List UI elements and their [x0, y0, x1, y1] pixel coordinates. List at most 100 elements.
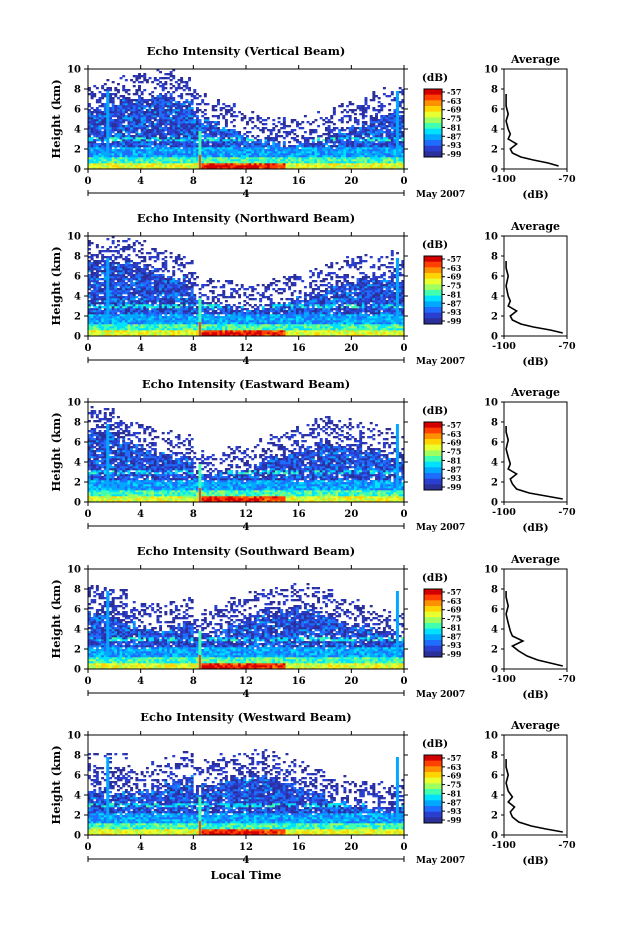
heatmap-cell	[91, 137, 94, 139]
heatmap-cell	[167, 147, 170, 149]
heatmap-cell	[135, 290, 138, 292]
heatmap-cell	[201, 145, 204, 147]
heatmap-cell	[133, 322, 136, 324]
heatmap-cell	[317, 147, 320, 149]
heatmap-cell	[112, 330, 115, 332]
heatmap-cell	[135, 324, 138, 326]
heatmap-cell	[138, 119, 141, 121]
colorbar-swatch	[424, 140, 442, 146]
heatmap-cell	[138, 151, 141, 153]
heatmap-cell	[96, 272, 99, 274]
heatmap-cell	[249, 157, 252, 159]
heatmap-cell	[191, 127, 194, 129]
heatmap-cell	[162, 280, 165, 282]
heatmap-cell	[133, 242, 136, 244]
heatmap-cell	[191, 115, 194, 117]
heatmap-cell	[159, 161, 162, 163]
heatmap-cell	[135, 266, 138, 268]
heatmap-cell	[328, 119, 331, 121]
heatmap-cell	[175, 103, 178, 105]
heatmap-cell	[120, 123, 123, 125]
heatmap-cell	[117, 290, 120, 292]
heatmap-cell	[183, 125, 186, 127]
heatmap-cell	[207, 332, 210, 334]
heatmap-cell	[149, 121, 152, 123]
heatmap-cell	[154, 316, 157, 318]
heatmap-cell	[370, 129, 373, 131]
heatmap-cell	[259, 159, 262, 161]
heatmap-cell	[117, 252, 120, 254]
heatmap-cell	[288, 141, 291, 143]
column-feature	[396, 91, 399, 157]
heatmap-cell	[135, 312, 138, 314]
heatmap-cell	[220, 135, 223, 137]
heatmap-cell	[109, 274, 112, 276]
colorbar-swatch	[424, 89, 442, 95]
heatmap-cell	[170, 300, 173, 302]
heatmap-cell	[362, 117, 365, 119]
heatmap-cell	[138, 308, 141, 310]
heatmap-cell	[317, 135, 320, 137]
heatmap-cell	[146, 324, 149, 326]
heatmap-cell	[367, 151, 370, 153]
heatmap-cell	[114, 294, 117, 296]
heatmap-cell	[183, 131, 186, 133]
heatmap-cell	[365, 155, 368, 157]
heatmap-cell	[125, 330, 128, 332]
heatmap-cell	[178, 143, 181, 145]
heatmap-cell	[243, 147, 246, 149]
heatmap-cell	[96, 320, 99, 322]
heatmap-cell	[238, 143, 241, 145]
heatmap-cell	[333, 139, 336, 141]
heatmap-cell	[349, 103, 352, 105]
heatmap-cell	[386, 139, 389, 141]
heatmap-cell	[149, 282, 152, 284]
heatmap-cell	[222, 115, 225, 117]
heatmap-cell	[125, 322, 128, 324]
heatmap-cell	[383, 143, 386, 145]
heatmap-cell	[201, 300, 204, 302]
heatmap-cell	[388, 103, 391, 105]
heatmap-cell	[388, 137, 391, 139]
heatmap-cell	[188, 103, 191, 105]
heatmap-cell	[278, 145, 281, 147]
heatmap-cell	[96, 113, 99, 115]
heatmap-cell	[201, 165, 204, 167]
heatmap-cell	[128, 113, 131, 115]
heatmap-cell	[191, 145, 194, 147]
heatmap-cell	[330, 149, 333, 151]
heatmap-cell	[151, 302, 154, 304]
heatmap-cell	[193, 89, 196, 91]
heatmap-cell	[141, 286, 144, 288]
heatmap-cell	[138, 87, 141, 89]
heatmap-cell	[99, 268, 102, 270]
heatmap-cell	[109, 302, 112, 304]
heatmap-cell	[178, 145, 181, 147]
heatmap-cell	[388, 119, 391, 121]
heatmap-cell	[156, 165, 159, 167]
heatmap-cell	[178, 256, 181, 258]
heatmap-cell	[141, 318, 144, 320]
heatmap-cell	[288, 131, 291, 133]
heatmap-cell	[133, 296, 136, 298]
heatmap-cell	[228, 135, 231, 137]
heatmap-cell	[99, 332, 102, 334]
heatmap-cell	[357, 123, 360, 125]
heatmap-cell	[357, 157, 360, 159]
heatmap-cell	[365, 135, 368, 137]
heatmap-cell	[185, 310, 188, 312]
heatmap-cell	[193, 111, 196, 113]
heatmap-cell	[133, 306, 136, 308]
heatmap-cell	[172, 165, 175, 167]
heatmap-cell	[162, 318, 165, 320]
heatmap-cell	[159, 77, 162, 79]
heatmap-cell	[204, 314, 207, 316]
heatmap-cell	[220, 165, 223, 167]
heatmap-cell	[93, 131, 96, 133]
heatmap-cell	[112, 153, 115, 155]
heatmap-cell	[91, 117, 94, 119]
heatmap-cell	[314, 143, 317, 145]
heatmap-cell	[307, 145, 310, 147]
heatmap-cell	[99, 147, 102, 149]
heatmap-cell	[175, 127, 178, 129]
